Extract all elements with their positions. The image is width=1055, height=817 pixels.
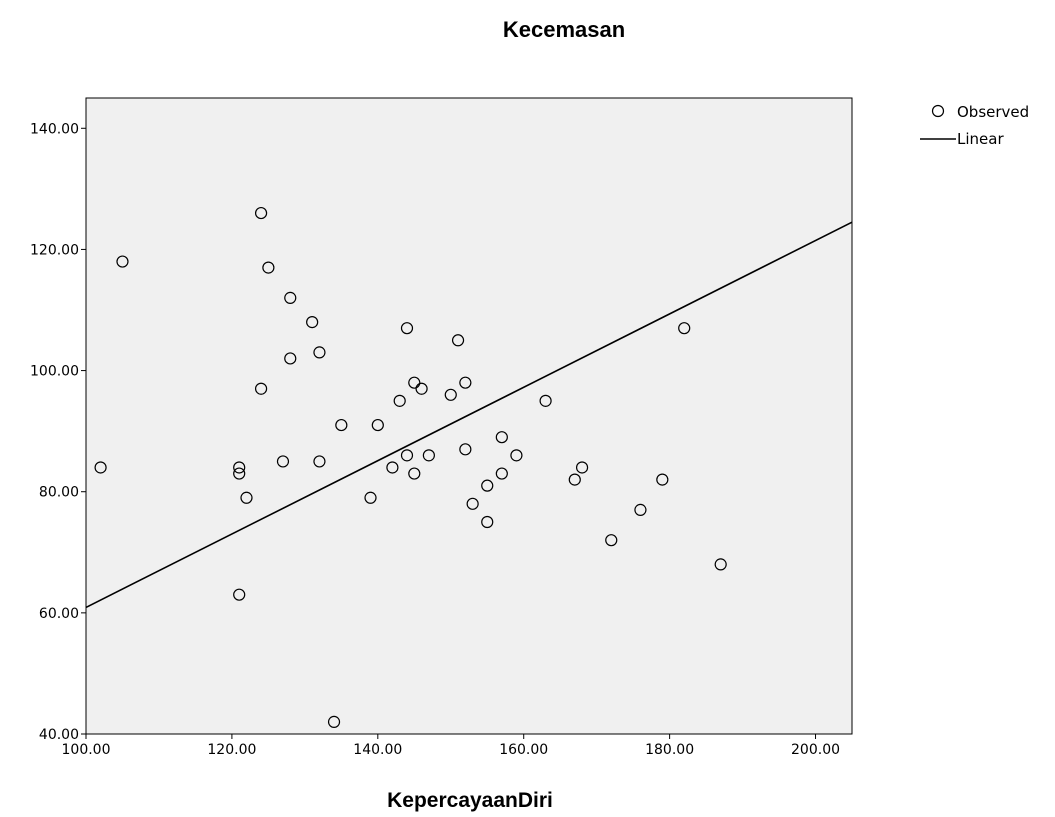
- legend-observed-label: Observed: [957, 103, 1029, 121]
- observed-point: [459, 443, 472, 456]
- x-tick-label: 160.00: [499, 742, 548, 758]
- axes: 100.00 120.00 140.00 160.00 180.00 200.00 40.0…: [30, 121, 840, 758]
- observed-point: [254, 206, 268, 220]
- observed-point: [539, 394, 552, 407]
- observed-point: [262, 261, 275, 274]
- observed-point: [233, 461, 246, 474]
- y-tick-label: 40.00: [39, 727, 79, 743]
- observed-point: [481, 479, 494, 492]
- x-tick-label: 100.00: [62, 742, 111, 758]
- legend-linear-label: Linear: [957, 130, 1004, 148]
- observed-point: [408, 467, 421, 480]
- observed-point: [306, 316, 319, 329]
- observed-point: [327, 715, 341, 728]
- observed-point: [371, 418, 384, 432]
- observed-point: [451, 334, 465, 347]
- x-tick-label: 200.00: [791, 742, 840, 758]
- observed-point: [422, 449, 435, 462]
- y-tick-label: 140.00: [30, 121, 79, 137]
- x-axis-label: KepercayaanDiri: [387, 789, 553, 812]
- observed-point: [116, 255, 129, 268]
- observed-point: [400, 449, 414, 462]
- observed-point: [678, 322, 691, 335]
- legend-observed-marker: [931, 104, 945, 118]
- observed-point: [284, 291, 297, 304]
- observed-point: [276, 455, 290, 468]
- x-tick-label: 180.00: [645, 742, 694, 758]
- x-tick-label: 140.00: [353, 742, 402, 758]
- observed-point: [481, 515, 494, 529]
- y-tick-label: 120.00: [30, 242, 79, 258]
- observed-point: [714, 558, 727, 571]
- observed-point: [408, 376, 421, 389]
- observed-points: [94, 206, 727, 728]
- observed-point: [393, 394, 406, 407]
- observed-point: [466, 497, 479, 510]
- x-tick-label: 120.00: [207, 742, 256, 758]
- observed-point: [313, 346, 326, 359]
- observed-point: [605, 534, 618, 547]
- observed-point: [415, 382, 428, 395]
- observed-point: [575, 461, 589, 474]
- chart-title: Kecemasan: [503, 17, 625, 42]
- observed-point: [459, 376, 472, 389]
- observed-point: [444, 388, 457, 401]
- plot-area: [85, 97, 853, 735]
- observed-point: [335, 418, 348, 432]
- observed-point: [240, 491, 253, 504]
- observed-point: [400, 322, 414, 335]
- observed-point: [233, 467, 246, 480]
- observed-point: [94, 461, 107, 474]
- observed-point: [495, 431, 508, 444]
- linear-fit-line: [85, 221, 853, 609]
- observed-point: [656, 473, 669, 486]
- legend: Observed Linear: [920, 103, 1029, 148]
- observed-point: [364, 491, 377, 504]
- observed-point: [495, 467, 508, 480]
- observed-point: [568, 473, 581, 486]
- observed-point: [313, 455, 326, 468]
- fit-line-layer: [85, 221, 853, 609]
- observed-point: [284, 352, 297, 365]
- observed-point: [254, 382, 268, 395]
- observed-point: [510, 449, 523, 462]
- y-tick-label: 100.00: [30, 364, 79, 380]
- observed-point: [233, 588, 246, 601]
- y-tick-label: 80.00: [39, 485, 79, 501]
- observed-point: [634, 503, 647, 516]
- observed-point: [386, 461, 399, 474]
- y-tick-label: 60.00: [39, 606, 79, 622]
